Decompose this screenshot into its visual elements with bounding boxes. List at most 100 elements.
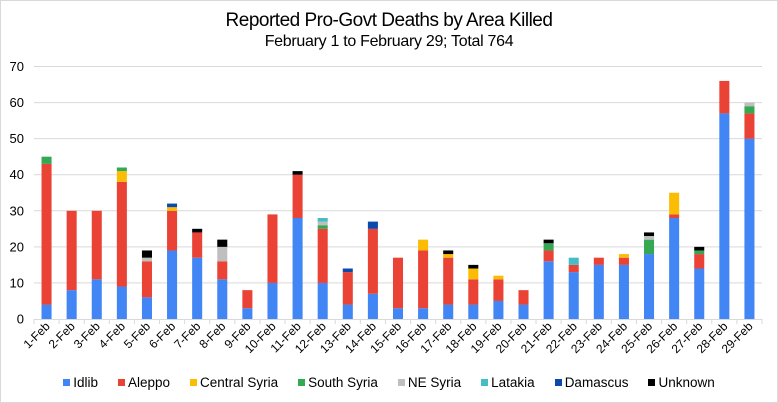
gridlines xyxy=(34,66,762,284)
legend: Idlib Aleppo Central Syria South Syria NE Sy… xyxy=(0,375,778,390)
x-tick-label: 6-Feb xyxy=(146,319,178,351)
x-axis xyxy=(33,319,763,324)
bar-segment-south-syria xyxy=(317,225,328,229)
y-tick-label: 70 xyxy=(10,59,24,74)
bar-segment-south-syria xyxy=(41,156,52,164)
bar-segment-aleppo xyxy=(217,261,228,280)
bar-segment-idlib xyxy=(443,304,454,319)
bar-segment-idlib xyxy=(694,268,705,319)
legend-label: Unknown xyxy=(658,375,715,390)
bar-segment-central-syria xyxy=(468,268,479,280)
y-tick-label: 60 xyxy=(10,95,24,110)
legend-item: South Syria xyxy=(298,375,378,390)
bar-segment-ne-syria xyxy=(141,257,152,262)
x-tick-label: 7-Feb xyxy=(171,319,203,351)
bar-segment-idlib xyxy=(317,282,328,319)
bar-segment-aleppo xyxy=(744,113,755,139)
bar-segment-idlib xyxy=(543,261,554,319)
legend-label: NE Syria xyxy=(407,375,462,390)
bar-segment-central-syria xyxy=(167,207,178,211)
bar-segment-south-syria xyxy=(116,167,127,172)
bar-segment-damascus xyxy=(367,221,378,229)
x-tick-label: 2-Feb xyxy=(46,319,78,351)
bar-segment-idlib xyxy=(744,138,755,319)
bar-segment-idlib xyxy=(719,113,730,320)
bars xyxy=(41,80,755,320)
bar-segment-aleppo xyxy=(468,279,479,305)
bar-segment-latakia xyxy=(568,257,579,265)
bar-segment-aleppo xyxy=(418,250,429,309)
bar-segment-idlib xyxy=(593,264,604,319)
bar-segment-unknown xyxy=(694,246,705,251)
legend-item: Latakia xyxy=(481,375,535,390)
x-tick-label: 3-Feb xyxy=(71,319,103,351)
legend-label: Idlib xyxy=(73,375,98,390)
bar-segment-aleppo xyxy=(192,232,203,258)
bar-segment-aleppo xyxy=(116,181,127,287)
x-tick-label: 5-Feb xyxy=(121,319,153,351)
bar-segment-aleppo xyxy=(317,228,328,283)
legend-item: Damascus xyxy=(554,375,629,390)
legend-item: NE Syria xyxy=(397,375,462,390)
bar-segment-unknown xyxy=(292,171,303,175)
bar-segment-aleppo xyxy=(443,257,454,305)
bar-segment-idlib xyxy=(217,279,228,319)
bar-segment-aleppo xyxy=(392,257,404,309)
legend-swatch xyxy=(190,379,198,386)
bar-segment-central-syria xyxy=(618,254,629,258)
bar-segment-unknown xyxy=(543,239,554,244)
y-tick-label: 30 xyxy=(10,203,24,218)
bar-segment-aleppo xyxy=(593,257,604,265)
bar-segment-aleppo xyxy=(493,279,504,301)
legend-swatch xyxy=(397,379,405,386)
y-tick-label: 20 xyxy=(10,239,24,254)
bar-segment-latakia xyxy=(317,218,328,222)
bar-segment-aleppo xyxy=(367,228,378,294)
bar-segment-aleppo xyxy=(267,214,278,283)
bar-segment-south-syria xyxy=(744,106,755,114)
x-tick-label: 4-Feb xyxy=(96,319,128,351)
legend-item: Unknown xyxy=(648,375,715,390)
y-tick-label: 50 xyxy=(10,131,24,146)
bar-segment-unknown xyxy=(443,250,454,255)
bar-segment-aleppo xyxy=(518,290,529,305)
legend-label: Damascus xyxy=(564,375,629,390)
bar-segment-unknown xyxy=(192,228,203,233)
bar-segment-idlib xyxy=(91,279,102,319)
bar-segment-aleppo xyxy=(141,261,152,298)
bar-segment-aleppo xyxy=(41,163,52,305)
bar-segment-central-syria xyxy=(493,275,504,280)
bar-segment-idlib xyxy=(669,218,680,319)
bar-segment-ne-syria xyxy=(217,246,228,262)
legend-swatch xyxy=(554,379,562,386)
bar-segment-south-syria xyxy=(644,239,655,255)
bar-segment-central-syria xyxy=(418,239,429,251)
bar-segment-idlib xyxy=(342,304,353,319)
bar-segment-idlib xyxy=(141,297,152,319)
bar-segment-aleppo xyxy=(66,210,77,291)
x-tick-label: 1-Feb xyxy=(21,319,53,351)
bar-segment-idlib xyxy=(468,304,479,319)
bar-segment-aleppo xyxy=(719,80,730,114)
bar-segment-idlib xyxy=(644,254,655,319)
bar-segment-ne-syria xyxy=(744,102,755,107)
bar-segment-damascus xyxy=(167,203,178,208)
y-tick-label: 0 xyxy=(17,312,24,327)
legend-swatch xyxy=(118,379,125,386)
legend-item: Central Syria xyxy=(190,375,278,390)
legend-label: Latakia xyxy=(491,375,535,390)
legend-item: Idlib xyxy=(63,375,98,390)
legend-swatch xyxy=(298,379,306,386)
legend-label: South Syria xyxy=(308,375,378,390)
bar-segment-central-syria xyxy=(443,254,454,258)
bar-segment-idlib xyxy=(618,264,629,319)
bar-segment-idlib xyxy=(292,218,303,319)
bar-segment-idlib xyxy=(242,308,253,319)
x-axis-labels: 1-Feb2-Feb3-Feb4-Feb5-Feb6-Feb7-Feb8-Feb… xyxy=(21,319,756,356)
bar-segment-south-syria xyxy=(694,250,705,255)
bar-segment-idlib xyxy=(392,308,404,319)
legend-swatch xyxy=(481,379,489,386)
bar-segment-unknown xyxy=(468,264,479,269)
